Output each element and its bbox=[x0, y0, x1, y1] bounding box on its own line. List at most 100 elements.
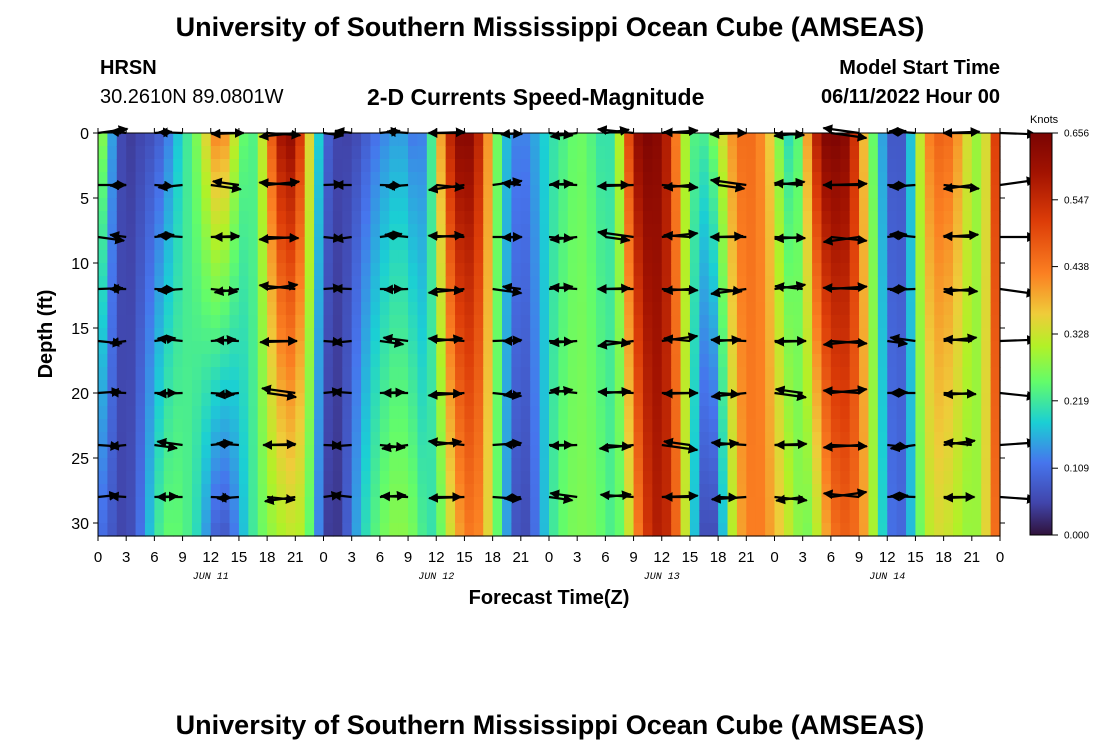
heatmap-cell bbox=[699, 263, 710, 277]
heatmap-cell bbox=[953, 510, 964, 524]
heatmap-cell bbox=[445, 471, 456, 485]
heatmap-cell bbox=[144, 172, 155, 186]
heatmap-cell bbox=[408, 432, 419, 446]
current-vector-arrow bbox=[774, 385, 803, 396]
heatmap-cell bbox=[652, 419, 663, 433]
heatmap-cell bbox=[642, 315, 653, 329]
heatmap-cell bbox=[812, 315, 823, 329]
heatmap-cell bbox=[323, 458, 334, 472]
heatmap-cell bbox=[417, 419, 428, 433]
heatmap-cell bbox=[793, 341, 804, 355]
heatmap-cell bbox=[934, 471, 945, 485]
heatmap-cell bbox=[483, 133, 494, 147]
heatmap-cell bbox=[783, 497, 794, 511]
heatmap-cell bbox=[793, 146, 804, 160]
heatmap-cell bbox=[276, 263, 287, 277]
heatmap-cell bbox=[840, 445, 851, 459]
heatmap-cell bbox=[398, 328, 409, 342]
heatmap-cell bbox=[746, 328, 757, 342]
heatmap-cell bbox=[680, 198, 691, 212]
heatmap-cell bbox=[868, 497, 879, 511]
heatmap-cell bbox=[295, 432, 306, 446]
heatmap-cell bbox=[351, 289, 362, 303]
heatmap-cell bbox=[943, 367, 954, 381]
heatmap-cell bbox=[849, 367, 860, 381]
heatmap-cell bbox=[98, 198, 108, 212]
heatmap-cell bbox=[868, 471, 879, 485]
heatmap-cell bbox=[877, 419, 888, 433]
heatmap-cell bbox=[614, 406, 625, 420]
heatmap-cell bbox=[511, 497, 522, 511]
heatmap-cell bbox=[408, 159, 419, 173]
heatmap-cell bbox=[511, 328, 522, 342]
heatmap-cell bbox=[426, 419, 437, 433]
heatmap-cell bbox=[671, 341, 682, 355]
x-tick-label: 21 bbox=[512, 549, 529, 566]
heatmap-cell bbox=[689, 263, 700, 277]
heatmap-cell bbox=[896, 133, 907, 147]
heatmap-cell bbox=[840, 133, 851, 147]
heatmap-cell bbox=[126, 341, 137, 355]
heatmap-cell bbox=[220, 354, 231, 368]
heatmap-cell bbox=[990, 419, 1001, 433]
current-vector-arrow bbox=[822, 235, 860, 246]
heatmap-cell bbox=[248, 224, 259, 238]
heatmap-cell bbox=[483, 237, 494, 251]
heatmap-cell bbox=[483, 185, 494, 199]
heatmap-cell bbox=[210, 263, 221, 277]
heatmap-cell bbox=[802, 471, 813, 485]
heatmap-cell bbox=[953, 432, 964, 446]
heatmap-cell bbox=[652, 237, 663, 251]
heatmap-cell bbox=[943, 341, 954, 355]
heatmap-cell bbox=[154, 185, 165, 199]
heatmap-cell bbox=[812, 458, 823, 472]
heatmap-cell bbox=[981, 224, 992, 238]
heatmap-cell bbox=[896, 445, 907, 459]
heatmap-cell bbox=[436, 276, 447, 290]
heatmap-cell bbox=[981, 211, 992, 225]
heatmap-cell bbox=[351, 393, 362, 407]
heatmap-cell bbox=[342, 458, 353, 472]
heatmap-cell bbox=[840, 458, 851, 472]
current-vector-arrow bbox=[331, 490, 352, 501]
heatmap-cell bbox=[802, 341, 813, 355]
heatmap-cell bbox=[802, 276, 813, 290]
heatmap-cell bbox=[511, 354, 522, 368]
heatmap-cell bbox=[107, 146, 118, 160]
heatmap-cell bbox=[163, 146, 174, 160]
heatmap-cell bbox=[361, 211, 372, 225]
heatmap-cell bbox=[210, 146, 221, 160]
heatmap-cell bbox=[943, 419, 954, 433]
heatmap-cell bbox=[314, 250, 325, 264]
heatmap-cell bbox=[426, 133, 437, 147]
heatmap-cell bbox=[144, 159, 155, 173]
heatmap-cell bbox=[98, 211, 108, 225]
heatmap-cell bbox=[116, 276, 127, 290]
heatmap-cell bbox=[126, 380, 137, 394]
heatmap-cell bbox=[793, 380, 804, 394]
heatmap-cell bbox=[990, 471, 1001, 485]
heatmap-cell bbox=[812, 419, 823, 433]
x-tick-label: 12 bbox=[653, 549, 670, 566]
x-tick-label: 6 bbox=[827, 549, 835, 566]
heatmap-cell bbox=[755, 497, 766, 511]
heatmap-cell bbox=[708, 185, 719, 199]
heatmap-cell bbox=[379, 432, 390, 446]
heatmap-cell bbox=[962, 198, 973, 212]
heatmap-cell bbox=[765, 276, 776, 290]
heatmap-cell bbox=[549, 484, 559, 498]
heatmap-cell bbox=[98, 510, 108, 524]
heatmap-cell bbox=[492, 224, 503, 238]
heatmap-cell bbox=[248, 328, 259, 342]
heatmap-cell bbox=[887, 367, 898, 381]
heatmap-cell bbox=[577, 406, 588, 420]
heatmap-cell bbox=[896, 159, 907, 173]
heatmap-cell bbox=[567, 445, 578, 459]
heatmap-cell bbox=[220, 263, 231, 277]
heatmap-cell bbox=[887, 510, 898, 524]
heatmap-cell bbox=[135, 133, 146, 147]
heatmap-cell bbox=[934, 237, 945, 251]
heatmap-cell bbox=[812, 497, 823, 511]
heatmap-cell bbox=[915, 471, 926, 485]
heatmap-cell bbox=[877, 237, 888, 251]
